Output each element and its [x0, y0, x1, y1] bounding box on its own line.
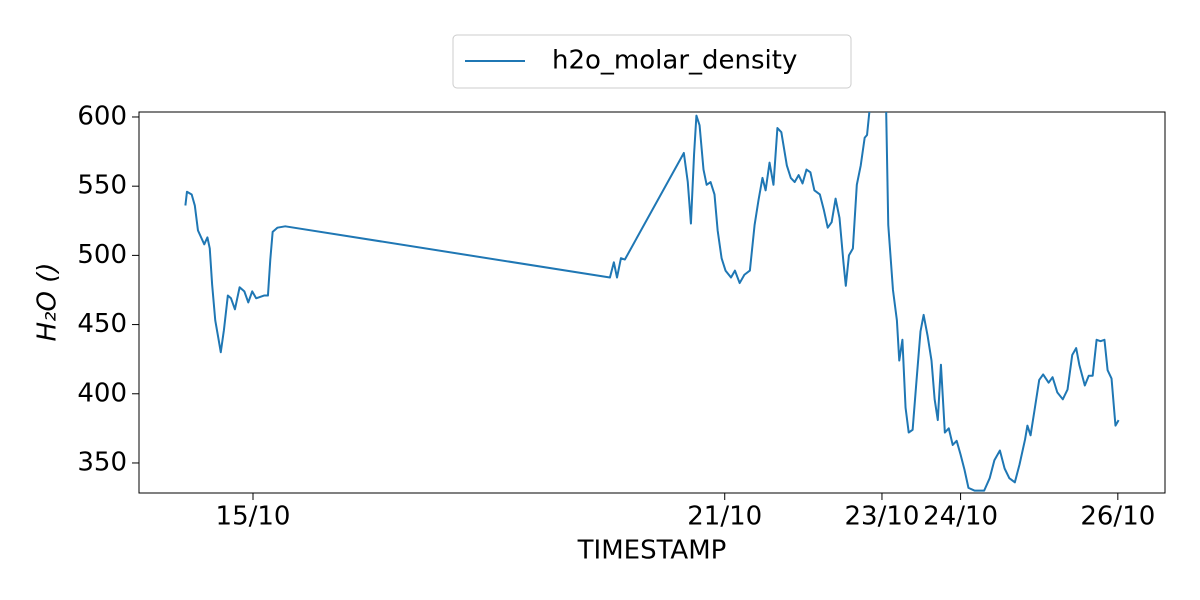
y-tick-label: 400 [77, 378, 127, 408]
x-tick-label: 23/10 [844, 502, 919, 532]
plot-frame [138, 111, 1166, 494]
x-tick-label: 15/10 [216, 502, 291, 532]
legend-box [452, 34, 852, 89]
plot-area [184, 112, 1120, 492]
x-axis-label: TIMESTAMP [577, 536, 727, 566]
y-tick-label: 350 [77, 447, 127, 477]
x-tick-label: 26/10 [1080, 502, 1155, 532]
y-tick-label: 550 [77, 171, 127, 201]
data-line [184, 112, 1120, 492]
legend-label: h2o_molar_density [552, 46, 797, 76]
y-tick-label: 600 [77, 101, 127, 131]
x-tick-label: 24/10 [923, 502, 998, 532]
y-tick-label: 450 [77, 309, 127, 339]
x-tick-label: 21/10 [687, 502, 762, 532]
y-axis-label: H₂O () [33, 263, 63, 342]
y-tick-label: 500 [77, 240, 127, 270]
